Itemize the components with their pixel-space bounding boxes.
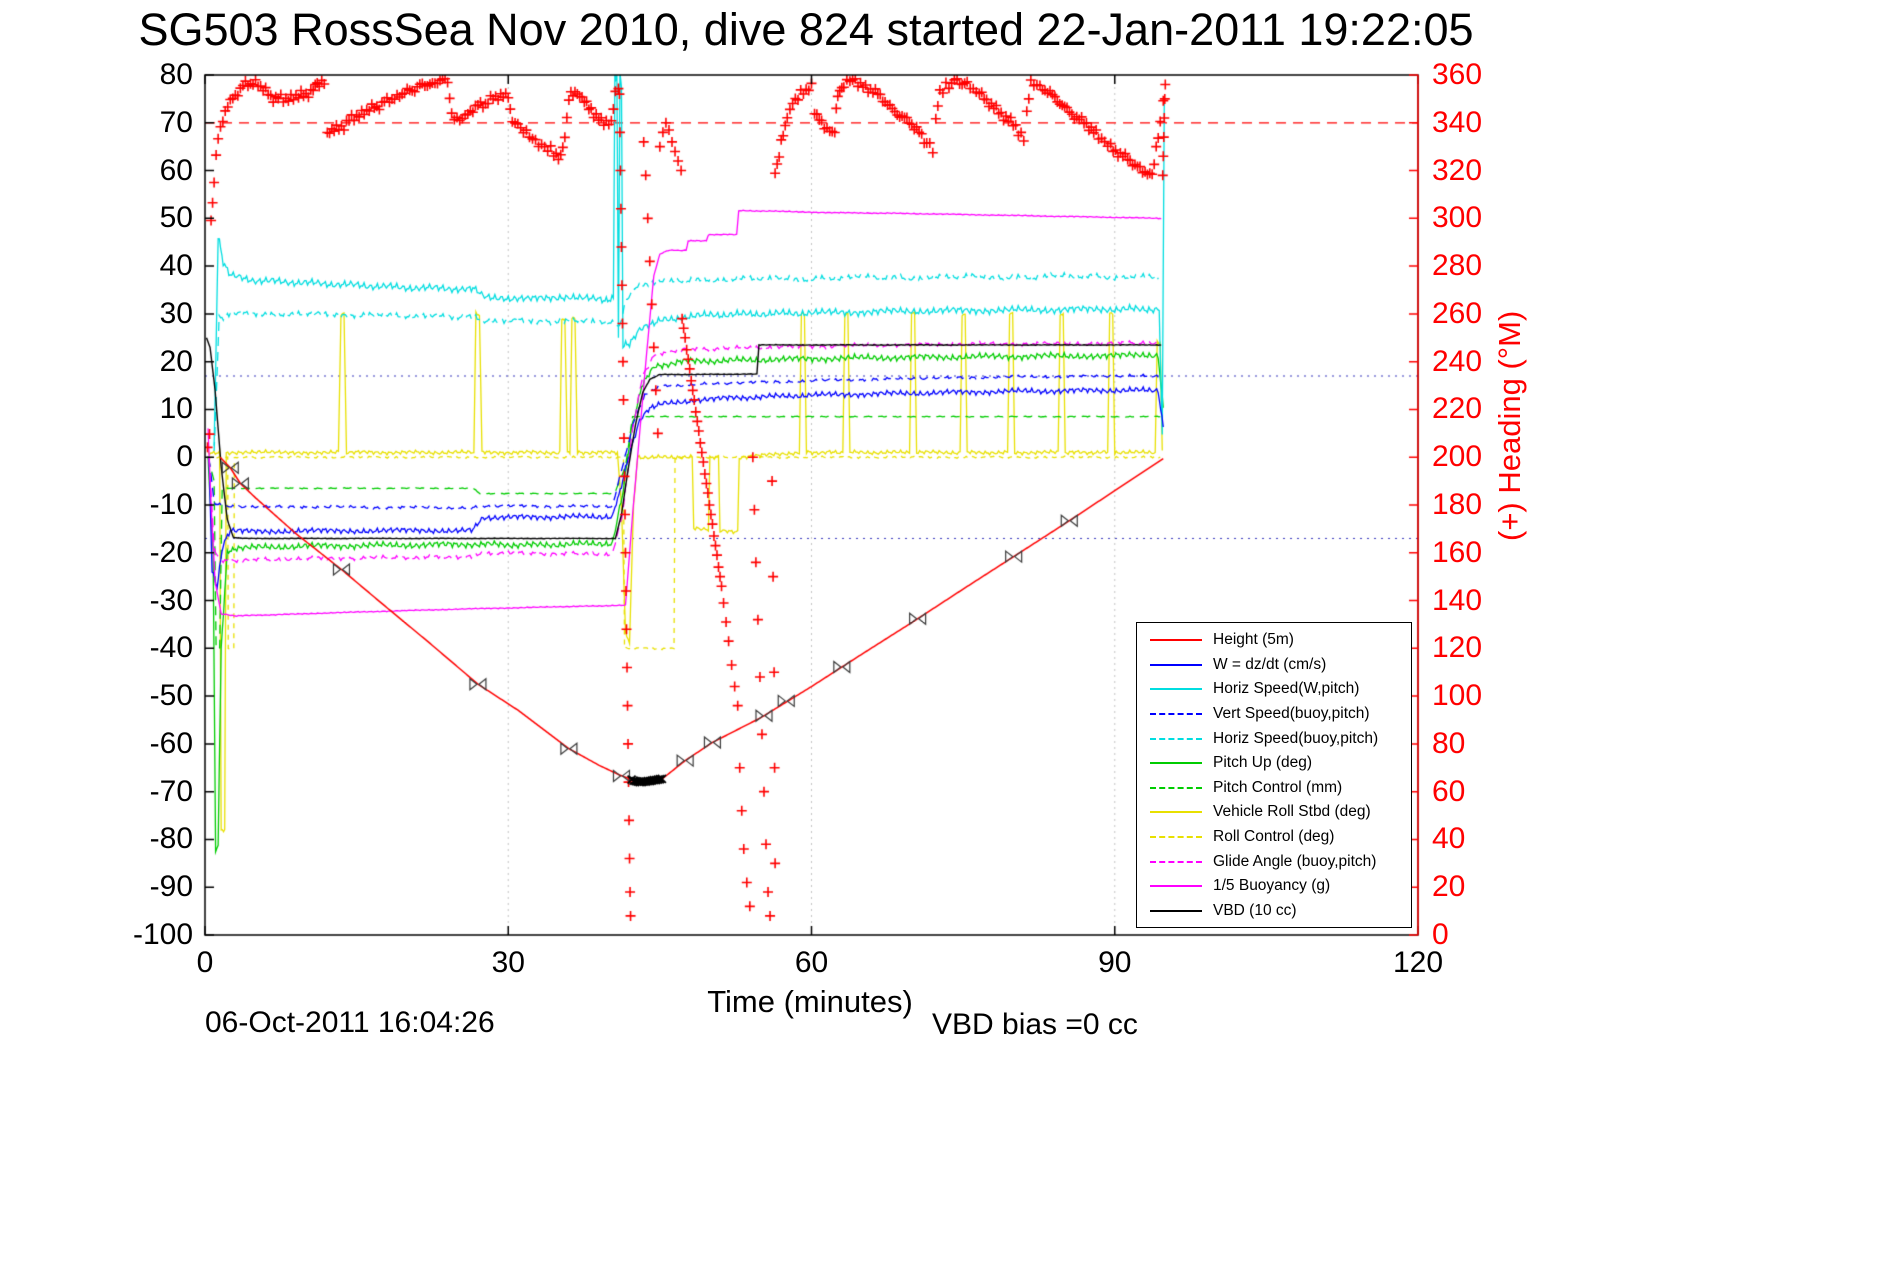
legend-item-label: Vert Speed(buoy,pitch): [1213, 705, 1370, 723]
legend-line-sample: [1150, 688, 1202, 691]
right-axis-label: (+) Heading (°M): [1492, 310, 1527, 542]
x-tick-label: 120: [1392, 946, 1444, 979]
legend-item-label: Vehicle Roll Stbd (deg): [1213, 803, 1371, 821]
y-right-tick-label: 260: [1432, 296, 1483, 330]
y-right-tick-label: 40: [1432, 822, 1466, 856]
y-left-tick-label: 30: [159, 296, 193, 330]
x-axis-label: Time (minutes): [707, 984, 913, 1019]
y-left-tick-label: -60: [149, 726, 193, 760]
legend-item: Vert Speed(buoy,pitch): [1137, 702, 1411, 727]
legend-line-sample: [1150, 885, 1202, 888]
y-right-tick-label: 60: [1432, 774, 1466, 808]
y-left-tick-label: -90: [149, 870, 193, 904]
legend-item-label: VBD (10 cc): [1213, 901, 1297, 919]
y-right-tick-label: 20: [1432, 870, 1466, 904]
y-right-tick-label: 280: [1432, 249, 1483, 283]
x-tick-label: 0: [196, 946, 214, 979]
y-left-tick-label: -70: [149, 774, 193, 808]
legend-line-sample: [1150, 860, 1202, 863]
x-tick-label: 30: [491, 946, 525, 979]
y-right-tick-label: 320: [1432, 153, 1483, 187]
legend-item: Horiz Speed(W,pitch): [1137, 677, 1411, 702]
y-right-tick-label: 200: [1432, 440, 1483, 474]
x-tick-label: 60: [794, 946, 829, 979]
y-right-tick-label: 160: [1432, 535, 1483, 569]
x-tick-label: 90: [1098, 946, 1132, 979]
y-right-tick-label: 140: [1432, 583, 1483, 617]
vbd-bias-note: VBD bias =0 cc: [932, 1008, 1138, 1041]
y-left-tick-label: 10: [159, 392, 193, 426]
y-right-tick-label: 340: [1432, 105, 1483, 139]
legend-line-sample: [1150, 663, 1202, 666]
y-left-tick-label: -20: [149, 535, 193, 569]
y-right-tick-label: 240: [1432, 344, 1483, 378]
y-left-tick-label: -80: [149, 822, 193, 856]
legend-item-label: W = dz/dt (cm/s): [1213, 655, 1327, 673]
legend-line-sample: [1150, 836, 1202, 839]
legend-item-label: Horiz Speed(W,pitch): [1213, 680, 1360, 698]
y-right-tick-label: 80: [1432, 726, 1466, 760]
y-right-tick-label: 220: [1432, 392, 1483, 426]
legend-line-sample: [1150, 909, 1202, 912]
legend-line-sample: [1150, 639, 1202, 642]
legend-item-label: Roll Control (deg): [1213, 828, 1335, 846]
y-left-tick-label: -30: [149, 583, 193, 617]
y-right-tick-label: 360: [1432, 58, 1483, 91]
y-left-tick-label: -100: [132, 918, 193, 951]
y-left-tick-label: 20: [159, 344, 193, 378]
legend-item-label: Horiz Speed(buoy,pitch): [1213, 729, 1379, 747]
legend-item: Roll Control (deg): [1137, 825, 1411, 850]
legend-item-label: Pitch Control (mm): [1213, 778, 1343, 796]
y-left-tick-label: -10: [149, 488, 193, 521]
legend-item: VBD (10 cc): [1137, 899, 1411, 924]
y-left-tick-label: -50: [149, 679, 193, 713]
legend-item: Height (5m): [1137, 628, 1411, 653]
plot-datestamp: 06-Oct-2011 16:04:26: [205, 1006, 495, 1039]
legend-item: Pitch Up (deg): [1137, 751, 1411, 776]
legend-line-sample: [1150, 713, 1202, 716]
legend-item-label: Glide Angle (buoy,pitch): [1213, 852, 1377, 870]
legend-item-label: 1/5 Buoyancy (g): [1213, 877, 1331, 895]
legend-item: Glide Angle (buoy,pitch): [1137, 849, 1411, 874]
legend-item: W = dz/dt (cm/s): [1137, 653, 1411, 678]
y-right-tick-label: 120: [1432, 631, 1483, 665]
y-right-tick-label: 0: [1432, 918, 1449, 951]
y-right-tick-label: 100: [1432, 679, 1483, 713]
y-right-tick-label: 300: [1432, 201, 1483, 235]
legend-item: Pitch Control (mm): [1137, 776, 1411, 801]
legend-item-label: Pitch Up (deg): [1213, 754, 1313, 772]
legend-item: Vehicle Roll Stbd (deg): [1137, 800, 1411, 825]
y-left-tick-label: -40: [149, 631, 193, 665]
y-left-tick-label: 80: [159, 58, 193, 91]
legend-line-sample: [1150, 786, 1202, 789]
chart-title: SG503 RossSea Nov 2010, dive 824 started…: [138, 4, 1474, 55]
y-left-tick-label: 60: [159, 153, 193, 187]
y-right-tick-label: 180: [1432, 488, 1483, 521]
legend: Height (5m) W = dz/dt (cm/s) Horiz Speed(W…: [1136, 622, 1412, 928]
legend-line-sample: [1150, 762, 1202, 765]
y-left-tick-label: 70: [159, 105, 193, 139]
legend-line-sample: [1150, 737, 1202, 740]
legend-item: 1/5 Buoyancy (g): [1137, 874, 1411, 899]
legend-item: Horiz Speed(buoy,pitch): [1137, 726, 1411, 751]
legend-line-sample: [1150, 811, 1202, 814]
y-left-tick-label: 50: [159, 201, 193, 235]
legend-item-label: Height (5m): [1213, 631, 1294, 649]
y-left-tick-label: 40: [159, 249, 193, 283]
y-left-tick-label: 0: [176, 440, 193, 474]
